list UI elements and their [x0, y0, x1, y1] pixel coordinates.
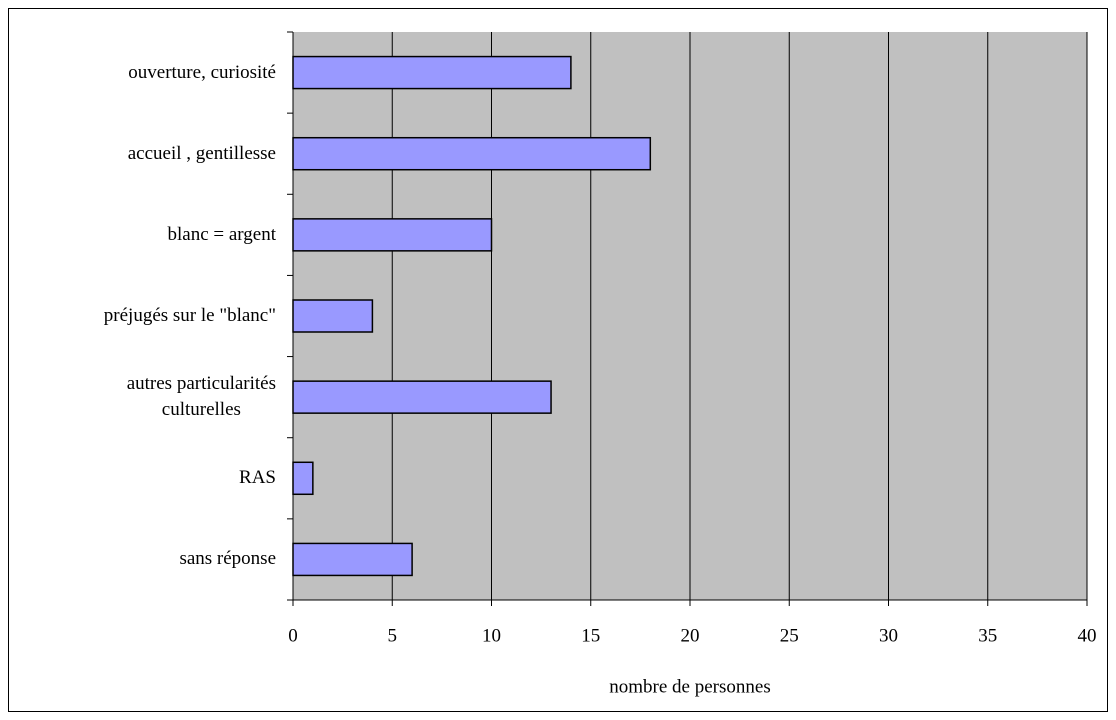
x-tick-label: 0	[288, 625, 298, 646]
bar	[292, 380, 552, 414]
y-tick-label: ouverture, curiosité	[128, 61, 276, 83]
x-tick-label: 10	[482, 625, 501, 646]
bar	[292, 299, 374, 333]
x-tick-label: 35	[978, 625, 997, 646]
x-tick-label: 40	[1078, 625, 1097, 646]
x-tick-label: 15	[581, 625, 600, 646]
y-tick-label: blanc = argent	[167, 223, 277, 245]
y-tick-label: sans réponse	[179, 548, 276, 570]
y-tick-label: préjugés sur le "blanc"	[103, 305, 276, 326]
y-tick-label: accueil , gentillesse	[127, 142, 276, 164]
bar	[292, 542, 413, 577]
x-tick-label: 5	[388, 625, 398, 646]
y-tick-label: autres particularités culturelles	[126, 373, 276, 421]
x-tick-label: 20	[681, 625, 700, 646]
bar	[292, 218, 493, 252]
x-axis-title: nombre de personnes	[609, 676, 770, 697]
x-tick-label: 30	[879, 625, 898, 646]
x-tick-label: 25	[780, 625, 799, 646]
bar	[292, 461, 314, 496]
y-tick-label: RAS	[239, 467, 276, 489]
bar	[292, 136, 652, 171]
bar	[292, 55, 572, 90]
